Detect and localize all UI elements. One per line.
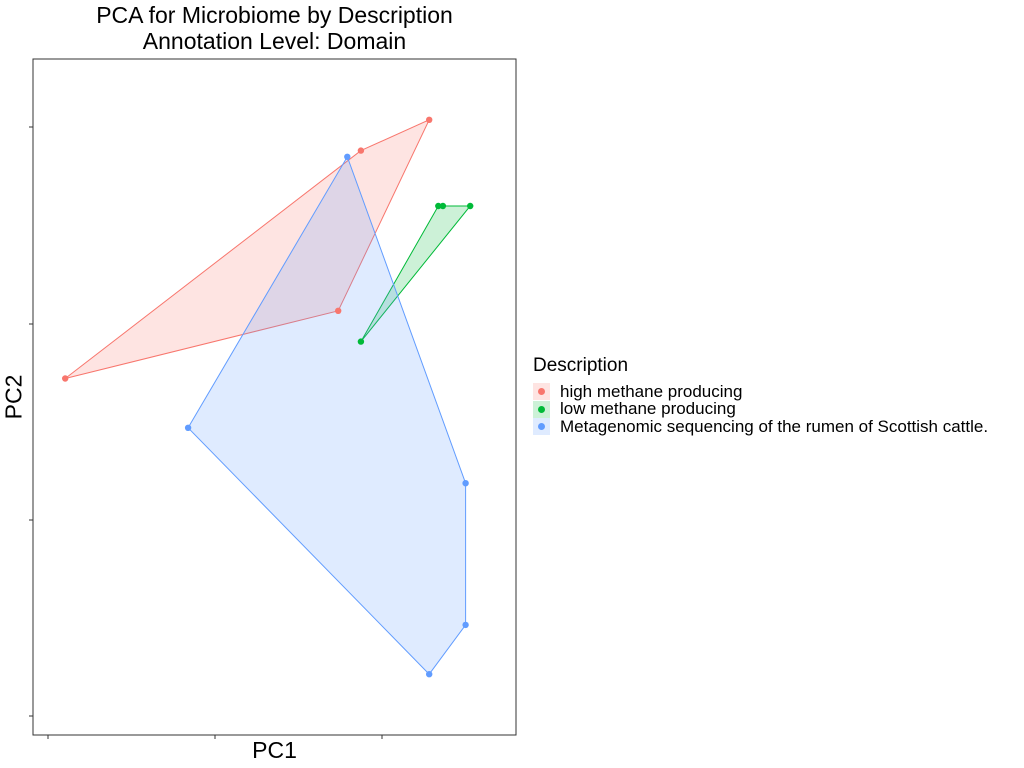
data-point — [435, 202, 442, 210]
legend-label: low methane producing — [560, 399, 736, 419]
data-point — [462, 480, 469, 487]
chart-title: PCA for Microbiome by Description — [96, 2, 453, 28]
data-point — [344, 153, 351, 160]
point-layer — [61, 116, 474, 678]
data-point — [467, 202, 474, 210]
legend-dot — [538, 405, 545, 413]
legend-key — [533, 400, 550, 418]
data-point — [462, 621, 469, 629]
data-point — [357, 338, 365, 345]
data-point — [357, 147, 365, 154]
legend-key — [533, 418, 550, 436]
hull-polygon — [187, 155, 467, 675]
legend-dot — [538, 423, 545, 431]
hull-layer — [64, 118, 472, 675]
y-axis-label: PC2 — [0, 374, 27, 420]
data-point — [439, 202, 447, 210]
legend-item: Metagenomic sequencing of the rumen of S… — [533, 416, 989, 436]
legend-dot — [538, 388, 545, 396]
chart-subtitle: Annotation Level: Domain — [142, 28, 407, 54]
legend-label: high methane producing — [560, 381, 743, 401]
legend-item: high methane producing — [533, 381, 988, 401]
data-point — [335, 307, 342, 314]
tick-layer — [29, 126, 383, 739]
legend: Description high methane producing low m… — [533, 355, 988, 436]
plot-panel-border — [32, 58, 517, 736]
legend-key — [533, 383, 550, 401]
data-point — [426, 671, 433, 678]
legend-title: Description — [533, 355, 629, 376]
hull-polygon — [360, 205, 472, 342]
x-axis-label: PC1 — [252, 737, 297, 763]
legend-item: low methane producing — [533, 399, 988, 419]
data-point — [184, 424, 192, 431]
data-point — [426, 116, 433, 124]
legend-label: Metagenomic sequencing of the rumen of S… — [560, 416, 989, 436]
data-point — [61, 375, 69, 382]
